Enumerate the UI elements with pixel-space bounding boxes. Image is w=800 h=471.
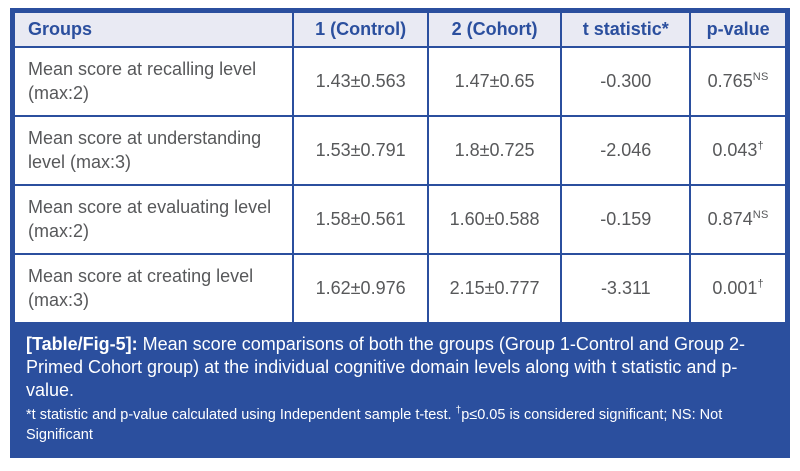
figure-caption: [Table/Fig-5]: Mean score comparisons of… <box>26 333 774 402</box>
p-value-number: 0.765 <box>707 70 753 91</box>
footnote-part2: p≤0.05 is considered significant; NS: No… <box>26 407 723 443</box>
p-value-number: 0.001 <box>712 277 758 298</box>
group-label: Mean score at evaluating level (max:2) <box>12 184 295 255</box>
control-value: 1.53±0.791 <box>292 115 429 186</box>
cohort-value: 1.60±0.588 <box>426 184 563 255</box>
figure-caption-text: Mean score comparisons of both the group… <box>26 334 745 400</box>
control-value: 1.58±0.561 <box>292 184 429 255</box>
p-value: 0.765NS <box>689 46 787 117</box>
p-value: 0.043† <box>689 115 787 186</box>
group-label: Mean score at understanding level (max:3… <box>12 115 295 186</box>
table-row: Mean score at evaluating level (max:2) 1… <box>12 184 787 255</box>
control-value: 1.43±0.563 <box>292 46 429 117</box>
caption-band: [Table/Fig-5]: Mean score comparisons of… <box>13 324 787 455</box>
cohort-value: 2.15±0.777 <box>426 253 563 324</box>
table-row: Mean score at understanding level (max:3… <box>12 115 787 186</box>
control-value: 1.62±0.976 <box>292 253 429 324</box>
table-header-row: Groups 1 (Control) 2 (Cohort) t statisti… <box>12 11 787 48</box>
significance-marker: † <box>757 277 764 290</box>
significance-marker: NS <box>752 70 769 83</box>
p-value-number: 0.043 <box>712 139 758 160</box>
column-header-control: 1 (Control) <box>292 11 429 48</box>
stats-table: Groups 1 (Control) 2 (Cohort) t statisti… <box>12 11 787 324</box>
column-header-cohort: 2 (Cohort) <box>426 11 563 48</box>
column-header-groups: Groups <box>12 11 295 48</box>
p-value-number: 0.874 <box>707 208 753 229</box>
p-value: 0.001† <box>689 253 787 324</box>
group-label: Mean score at recalling level (max:2) <box>12 46 295 117</box>
table-row: Mean score at recalling level (max:2) 1.… <box>12 46 787 117</box>
footnote-part1: *t statistic and p-value calculated usin… <box>26 407 456 423</box>
t-statistic-value: -0.159 <box>560 184 692 255</box>
p-value: 0.874NS <box>689 184 787 255</box>
footnote-dagger: † <box>455 405 462 417</box>
column-header-p-value: p-value <box>689 11 787 48</box>
significance-marker: NS <box>752 208 769 221</box>
significance-marker: † <box>757 139 764 152</box>
t-statistic-value: -0.300 <box>560 46 692 117</box>
cohort-value: 1.8±0.725 <box>426 115 563 186</box>
group-label: Mean score at creating level (max:3) <box>12 253 295 324</box>
t-statistic-value: -2.046 <box>560 115 692 186</box>
column-header-t-statistic: t statistic* <box>560 11 692 48</box>
table-row: Mean score at creating level (max:3) 1.6… <box>12 253 787 324</box>
t-statistic-value: -3.311 <box>560 253 692 324</box>
figure-caption-label: [Table/Fig-5]: <box>26 334 138 354</box>
cohort-value: 1.47±0.65 <box>426 46 563 117</box>
table-figure: Groups 1 (Control) 2 (Cohort) t statisti… <box>10 8 790 458</box>
figure-footnote: *t statistic and p-value calculated usin… <box>26 405 774 445</box>
